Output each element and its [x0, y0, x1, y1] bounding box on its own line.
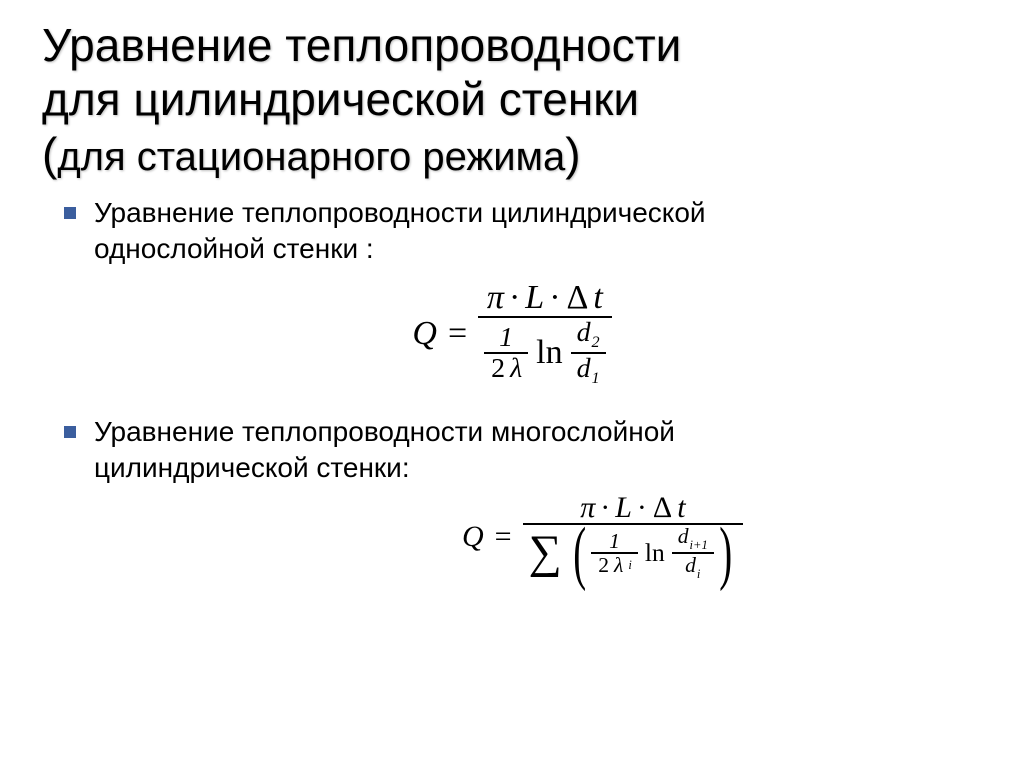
f2-d-ratio: di+1 di: [672, 525, 714, 581]
f2-lambda-sub: i: [627, 559, 631, 572]
f2-dot-2: ·: [636, 492, 648, 524]
f1-lambda: λ: [510, 354, 522, 383]
bullet-2: Уравнение теплопроводности многослойной …: [64, 414, 982, 486]
slide-container: Уравнение теплопроводности для цилиндрич…: [0, 0, 1024, 592]
f2-paren-inner: 1 2λi ln di+1: [591, 525, 713, 581]
bullet-2-line-1: Уравнение теплопроводности многослойной: [94, 416, 675, 447]
f1-t: t: [593, 280, 602, 316]
title-line-1: Уравнение теплопроводности: [42, 19, 681, 71]
f1-inv-num: 1: [493, 323, 519, 352]
f1-pi: π: [487, 280, 504, 316]
f2-lambda: λ: [614, 554, 623, 577]
square-bullet-icon: [64, 426, 76, 438]
title-line-3-open: (: [42, 128, 57, 180]
title-line-3-text: для стационарного режима: [57, 135, 565, 179]
title-line-2: для цилиндрической стенки: [42, 73, 639, 125]
f1-dot-2: ·: [548, 280, 561, 316]
formula-2: Q = π · L · Δt ∑ ( 1: [462, 492, 982, 582]
bullet-1-line-1: Уравнение теплопроводности цилиндрическо…: [94, 197, 706, 228]
bullet-2-text: Уравнение теплопроводности многослойной …: [94, 414, 675, 486]
f2-eq: =: [494, 520, 513, 554]
f1-dot-1: ·: [508, 280, 521, 316]
f2-Delta: Δ: [652, 492, 673, 524]
f1-d1-sub: 1: [591, 370, 600, 387]
f1-Q: Q: [412, 315, 437, 353]
f2-inv2lambda: 1 2λi: [591, 530, 638, 577]
f2-dip1-sub: i+1: [689, 538, 708, 552]
f1-L: L: [525, 280, 544, 316]
slide-title: Уравнение теплопроводности для цилиндрич…: [42, 18, 982, 181]
f2-inv-den: 2λi: [591, 554, 638, 577]
bullet-1: Уравнение теплопроводности цилиндрическо…: [64, 195, 982, 267]
f1-numerator: π · L · Δt: [481, 280, 609, 316]
f1-two: 2: [490, 354, 506, 383]
f2-di-d: d: [685, 553, 696, 577]
f2-rparen: ): [719, 525, 732, 581]
f2-lparen: (: [573, 525, 586, 581]
f2-t: t: [677, 492, 685, 524]
formula-1: Q = π · L · Δt 1 2λ: [42, 280, 982, 388]
f2-dip1: di+1: [672, 525, 714, 552]
f2-inv-num: 1: [603, 530, 626, 553]
f1-d-ratio: d2 d1: [571, 318, 606, 388]
f2-denominator: ∑ ( 1 2λi ln: [523, 525, 744, 581]
square-bullet-icon: [64, 207, 76, 219]
f1-d1-d: d: [577, 353, 591, 384]
f2-main-fraction: π · L · Δt ∑ ( 1: [523, 492, 744, 582]
f2-di: di: [679, 554, 706, 581]
f2-di-sub: i: [696, 567, 700, 581]
f2-numerator: π · L · Δt: [574, 492, 691, 524]
f1-inv2lambda: 1 2λ: [484, 323, 528, 384]
f1-d2-sub: 2: [591, 334, 600, 351]
f1-denominator: 1 2λ ln d2 d1: [478, 318, 611, 388]
f2-dot-1: ·: [599, 492, 611, 524]
f2-ln: ln: [642, 540, 668, 567]
bullet-1-line-2: однослойной стенки :: [94, 233, 374, 264]
bullet-1-text: Уравнение теплопроводности цилиндрическо…: [94, 195, 706, 267]
title-line-3-close: ): [565, 128, 580, 180]
f1-ln: ln: [532, 335, 566, 371]
f2-two: 2: [597, 554, 610, 577]
f1-main-fraction: π · L · Δt 1 2λ ln: [478, 280, 611, 388]
f1-d1: d1: [571, 354, 606, 388]
f1-eq: =: [447, 315, 468, 353]
f1-d2: d2: [571, 318, 606, 352]
f2-paren-group: ( 1 2λi ln: [568, 525, 737, 581]
f2-Q: Q: [462, 520, 484, 554]
f1-d2-d: d: [577, 317, 591, 348]
f1-Delta: Δ: [566, 280, 590, 316]
f1-inv-den: 2λ: [484, 354, 528, 383]
f2-dip1-d: d: [678, 524, 689, 548]
bullet-2-line-2: цилиндрической стенки:: [94, 452, 410, 483]
f2-L: L: [615, 492, 632, 524]
